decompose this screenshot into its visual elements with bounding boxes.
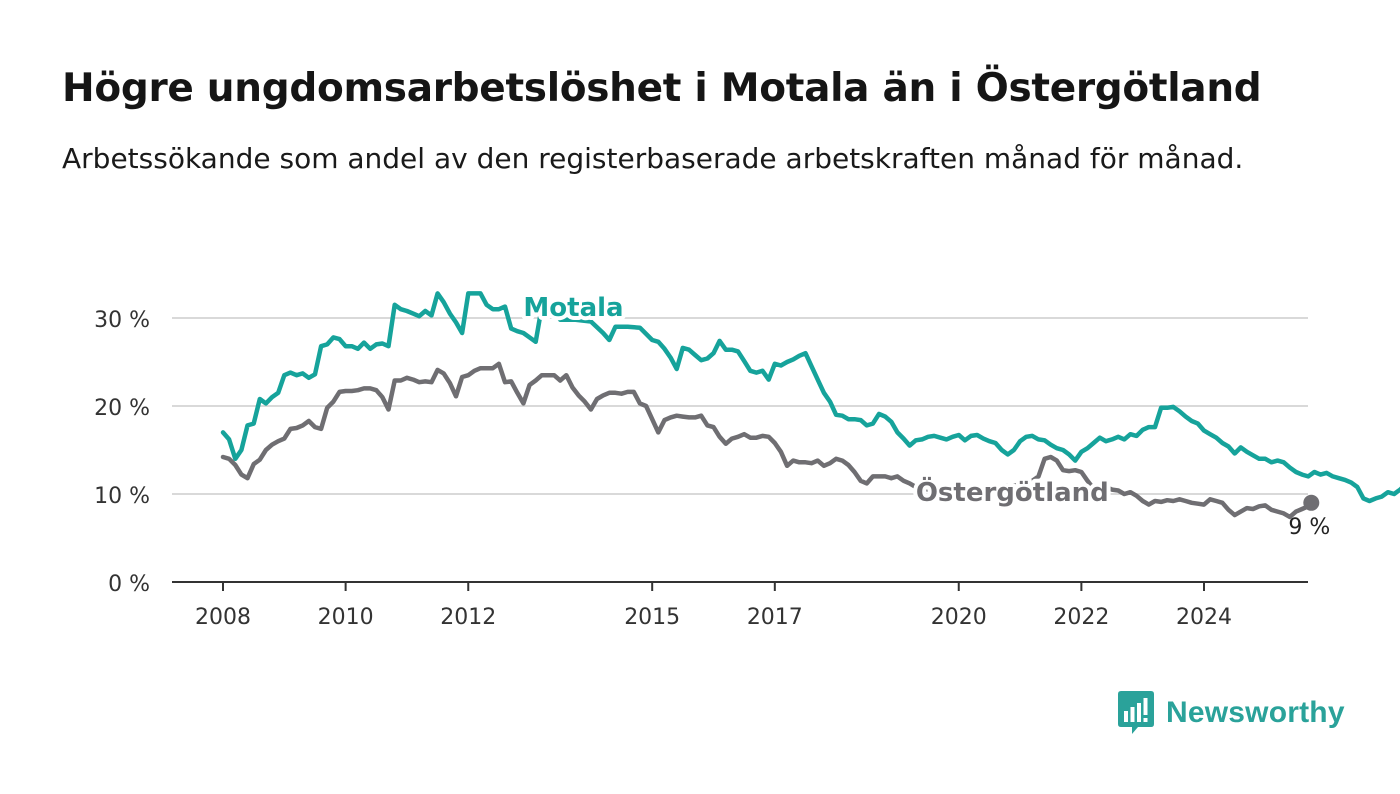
x-axis: 2008 2010 2012 2015 2017 2020 2022 2024 bbox=[172, 581, 1308, 630]
bar-chart-speech-bubble-icon bbox=[1118, 691, 1154, 734]
series-annotation-motala: Motala bbox=[523, 293, 623, 323]
x-tick-label: 2012 bbox=[440, 605, 496, 630]
series-lines bbox=[220, 291, 1400, 520]
chart-subtitle: Arbetssökande som andel av den registerb… bbox=[62, 142, 1244, 175]
series-annotation-ostergotland: Östergötland bbox=[916, 475, 1109, 508]
x-tick-label: 2010 bbox=[318, 605, 374, 630]
x-tick-label: 2024 bbox=[1176, 605, 1232, 630]
y-tick-label: 10 % bbox=[94, 484, 150, 509]
brand-name: Newsworthy bbox=[1166, 696, 1345, 729]
x-tick-label: 2022 bbox=[1053, 605, 1109, 630]
x-tick-label: 2020 bbox=[931, 605, 987, 630]
chart-title: Högre ungdomsarbetslöshet i Motala än i … bbox=[62, 66, 1262, 111]
end-point-ostergotland bbox=[1303, 494, 1320, 511]
y-axis-ticks: 0 % 10 % 20 % 30 % bbox=[94, 308, 150, 597]
y-tick-label: 30 % bbox=[94, 308, 150, 333]
series-line-motala bbox=[220, 291, 1400, 504]
end-label-ostergotland: 9 % bbox=[1288, 515, 1330, 540]
y-tick-label: 0 % bbox=[108, 572, 150, 597]
x-tick-label: 2017 bbox=[747, 605, 803, 630]
series-line-ostergotland bbox=[220, 361, 1314, 520]
x-tick-label: 2015 bbox=[624, 605, 680, 630]
y-tick-label: 20 % bbox=[94, 396, 150, 421]
x-tick-label: 2008 bbox=[195, 605, 251, 630]
brand-logo[interactable]: Newsworthy bbox=[1118, 690, 1345, 736]
grid-lines bbox=[172, 317, 1308, 495]
